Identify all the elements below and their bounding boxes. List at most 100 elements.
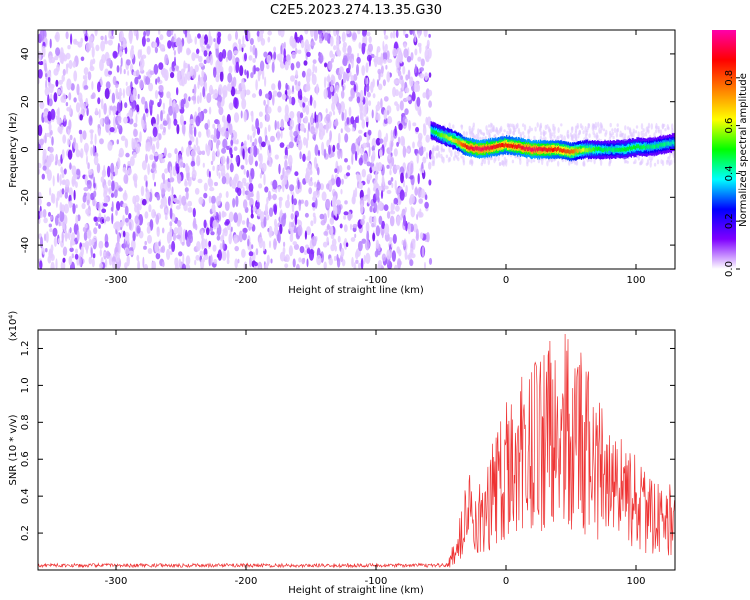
noise-speckle (363, 254, 366, 265)
noise-speckle (273, 46, 277, 52)
noise-speckle (222, 138, 228, 149)
noise-speckle (243, 199, 248, 210)
noise-speckle (367, 43, 373, 53)
noise-speckle (332, 111, 336, 116)
trace-cell (594, 148, 596, 153)
noise-speckle (379, 138, 384, 144)
trace-cell (499, 143, 501, 148)
heatmap-x-ticks: -300 -200 -100 0 100 (105, 30, 646, 286)
noise-speckle (216, 67, 220, 79)
noise-speckle (392, 30, 396, 39)
noise-speckle (169, 207, 173, 220)
noise-speckle (306, 51, 311, 58)
noise-speckle (234, 173, 239, 183)
noise-speckle (146, 225, 151, 234)
snr-x-tick-label: -100 (365, 576, 388, 587)
trace-cell (656, 143, 658, 148)
noise-speckle (319, 38, 323, 44)
noise-speckle (410, 52, 414, 61)
noise-speckle (305, 104, 310, 116)
noise-speckle (116, 101, 122, 114)
noise-speckle (231, 182, 237, 189)
noise-speckle (65, 31, 69, 40)
noise-speckle (289, 233, 294, 243)
noise-speckle (255, 79, 258, 91)
trace-cell (597, 147, 599, 152)
noise-speckle (381, 230, 384, 239)
heatmap-y-tick-label: 40 (20, 48, 31, 61)
halo-speckle (536, 122, 539, 128)
noise-speckle (164, 215, 168, 221)
noise-speckle (266, 63, 270, 70)
noise-speckle (153, 152, 159, 157)
noise-speckle (382, 58, 387, 64)
noise-speckle (310, 30, 314, 38)
noise-speckle (342, 71, 347, 84)
noise-speckle (361, 65, 366, 76)
noise-speckle (57, 88, 61, 95)
noise-speckle (204, 122, 209, 130)
noise-speckle (300, 112, 304, 119)
noise-speckle (38, 69, 43, 79)
trace-cell (535, 148, 537, 153)
halo-speckle (634, 159, 637, 164)
halo-speckle (499, 162, 502, 166)
noise-speckle (132, 173, 138, 182)
halo-speckle (445, 154, 449, 159)
noise-speckle (304, 199, 309, 207)
noise-speckle (249, 38, 254, 45)
trace-cell (526, 145, 528, 150)
trace-cell (524, 146, 526, 151)
noise-speckle (347, 45, 352, 56)
noise-speckle (340, 101, 345, 113)
halo-speckle (462, 130, 466, 138)
trace-cell (607, 148, 609, 153)
noise-speckle (290, 75, 295, 82)
noise-speckle (419, 67, 425, 72)
trace-cell (455, 138, 457, 143)
noise-speckle (156, 226, 160, 237)
heatmap-y-axis-label: Frequency (Hz) (8, 112, 19, 188)
noise-speckle (328, 257, 333, 266)
noise-speckle (124, 205, 129, 216)
trace-cell (638, 144, 640, 149)
noise-speckle (228, 102, 234, 111)
noise-speckle (45, 132, 51, 137)
trace-cell (639, 145, 641, 150)
trace-cell (563, 148, 565, 152)
noise-speckle (118, 187, 123, 192)
noise-speckle (67, 129, 70, 136)
halo-speckle (480, 131, 484, 135)
noise-speckle (390, 210, 396, 215)
halo-speckle (486, 128, 489, 136)
noise-speckle (181, 123, 186, 135)
noise-speckle (265, 93, 270, 99)
noise-speckle (274, 120, 277, 131)
colorbar-tick-label: 0.0 (724, 261, 735, 277)
trace-cell (610, 147, 612, 151)
noise-speckle (221, 210, 225, 218)
noise-speckle (130, 47, 135, 60)
noise-speckle (304, 30, 309, 35)
snr-panel: -300 -200 -100 0 100 0.20.40.60.81.01.2 Heig… (8, 311, 676, 596)
noise-speckle (351, 153, 354, 165)
noise-speckle (383, 136, 387, 148)
trace-cell (624, 147, 626, 151)
noise-speckle (371, 109, 374, 119)
halo-speckle (460, 155, 463, 159)
noise-speckle (414, 48, 418, 56)
noise-speckle (280, 118, 285, 130)
noise-speckle (392, 233, 397, 244)
noise-speckle (144, 240, 147, 246)
halo-speckle (431, 153, 434, 158)
halo-speckle (471, 130, 474, 135)
noise-speckle (213, 135, 217, 143)
snr-frame (37, 329, 676, 571)
noise-speckle (128, 109, 133, 120)
noise-speckle (365, 116, 369, 123)
trace-cell (436, 130, 438, 135)
noise-speckle (234, 258, 238, 269)
noise-speckle (213, 259, 218, 264)
noise-speckle (403, 239, 407, 247)
noise-speckle (124, 46, 128, 55)
